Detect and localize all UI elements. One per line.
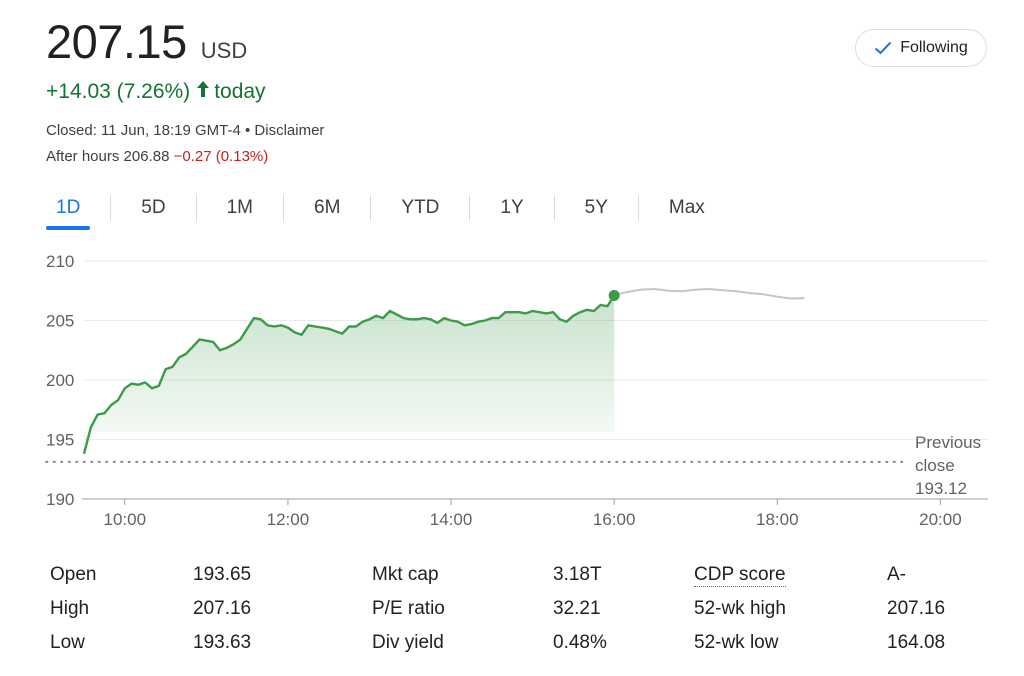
price-change: +14.03 (7.26%) today: [46, 80, 266, 104]
x-axis: 10:00 12:00 14:00 16:00 18:00 20:00: [82, 498, 988, 529]
stat-label-open: Open: [50, 564, 97, 585]
x-tick-label: 20:00: [919, 510, 962, 529]
tab-label: YTD: [401, 197, 440, 218]
tab-divider: [283, 195, 284, 221]
tab-6m[interactable]: 6M: [298, 188, 356, 228]
y-tick-label: 205: [46, 312, 74, 331]
stat-label-pe-ratio: P/E ratio: [372, 598, 445, 619]
x-tick-label: 12:00: [267, 510, 310, 529]
cdp-score-link[interactable]: CDP score: [694, 564, 786, 587]
stat-value-52wk-low: 164.08: [887, 632, 946, 653]
tab-label: 6M: [314, 197, 341, 218]
x-tick-label: 16:00: [593, 510, 636, 529]
stat-label-52wk-low: 52-wk low: [694, 632, 779, 653]
currency-label: USD: [200, 38, 248, 63]
following-label: Following: [900, 39, 968, 56]
y-tick-label: 200: [46, 371, 74, 390]
tab-1y[interactable]: 1Y: [484, 188, 539, 228]
tab-divider: [637, 195, 639, 221]
after-hours-line: [613, 288, 805, 300]
tab-divider: [195, 195, 197, 221]
stat-value-mkt-cap: 3.18T: [553, 564, 602, 585]
after-hours-change: −0.27 (0.13%): [173, 148, 269, 165]
tab-5d[interactable]: 5D: [125, 188, 181, 228]
tab-1d[interactable]: 1D: [40, 188, 96, 230]
stat-value-pe-ratio: 32.21: [553, 598, 601, 619]
tab-label: 5D: [141, 197, 166, 218]
tab-divider: [469, 195, 471, 221]
tab-divider: [110, 195, 112, 221]
stat-value-div-yield: 0.48%: [553, 632, 607, 653]
tab-ytd[interactable]: YTD: [385, 188, 455, 228]
tab-1m[interactable]: 1M: [211, 188, 269, 228]
stat-value-high: 207.16: [193, 598, 252, 619]
y-tick-label: 210: [46, 252, 74, 271]
stat-value-52wk-high: 207.16: [887, 598, 946, 619]
stat-value-low: 193.63: [193, 632, 252, 653]
after-hours-row: After hours 206.88 −0.27 (0.13%): [46, 148, 268, 165]
stat-label-div-yield: Div yield: [372, 632, 444, 653]
stat-label-52wk-high: 52-wk high: [694, 598, 786, 619]
close-point: [608, 290, 620, 302]
previous-close-marker: Previous close 193.12: [45, 433, 981, 498]
price-chart[interactable]: 190 195 200 205 210 10:00 12:00 14:00 16:00 18:0…: [0, 240, 1024, 540]
change-suffix: today: [214, 80, 266, 103]
tab-label: 1Y: [500, 197, 524, 218]
stat-label-low: Low: [50, 632, 85, 653]
stat-label-cdp-score[interactable]: CDP score: [694, 564, 786, 587]
previous-close-label: Previous: [915, 433, 981, 452]
stat-value-open: 193.65: [193, 564, 252, 585]
current-price: 207.15: [46, 15, 187, 68]
y-tick-label: 195: [46, 431, 74, 450]
x-tick-label: 18:00: [756, 510, 799, 529]
x-tick-label: 14:00: [430, 510, 473, 529]
price-series: [82, 288, 805, 455]
tab-label: 1M: [226, 197, 253, 218]
change-value: +14.03 (7.26%): [46, 80, 191, 103]
y-axis: 190 195 200 205 210: [46, 252, 74, 509]
following-button[interactable]: Following: [855, 29, 987, 67]
check-icon: [874, 41, 892, 55]
x-tick-label: 10:00: [104, 510, 147, 529]
price-area-fill: [84, 295, 615, 454]
tab-5y[interactable]: 5Y: [569, 188, 624, 228]
range-tabs: 1D 5D 1M 6M YTD 1Y 5Y Max: [40, 186, 721, 230]
stat-value-cdp-score: A-: [887, 564, 906, 585]
stat-label-mkt-cap: Mkt cap: [372, 564, 439, 585]
tab-divider: [370, 195, 372, 221]
previous-close-label: 193.12: [915, 479, 967, 498]
regular-session-line: [82, 294, 616, 455]
tab-divider: [553, 195, 555, 221]
quote-header: 207.15 USD: [46, 14, 247, 69]
tab-label: 1D: [56, 197, 81, 218]
after-hours-price: After hours 206.88: [46, 148, 170, 165]
tab-label: Max: [668, 197, 705, 218]
tab-max[interactable]: Max: [653, 188, 721, 228]
tab-label: 5Y: [584, 197, 608, 218]
y-tick-label: 190: [46, 490, 74, 509]
market-status: Closed: 11 Jun, 18:19 GMT-4 • Disclaimer: [46, 122, 325, 139]
previous-close-label: close: [915, 456, 955, 475]
arrow-up-icon: [196, 80, 210, 104]
stat-label-high: High: [50, 598, 90, 619]
